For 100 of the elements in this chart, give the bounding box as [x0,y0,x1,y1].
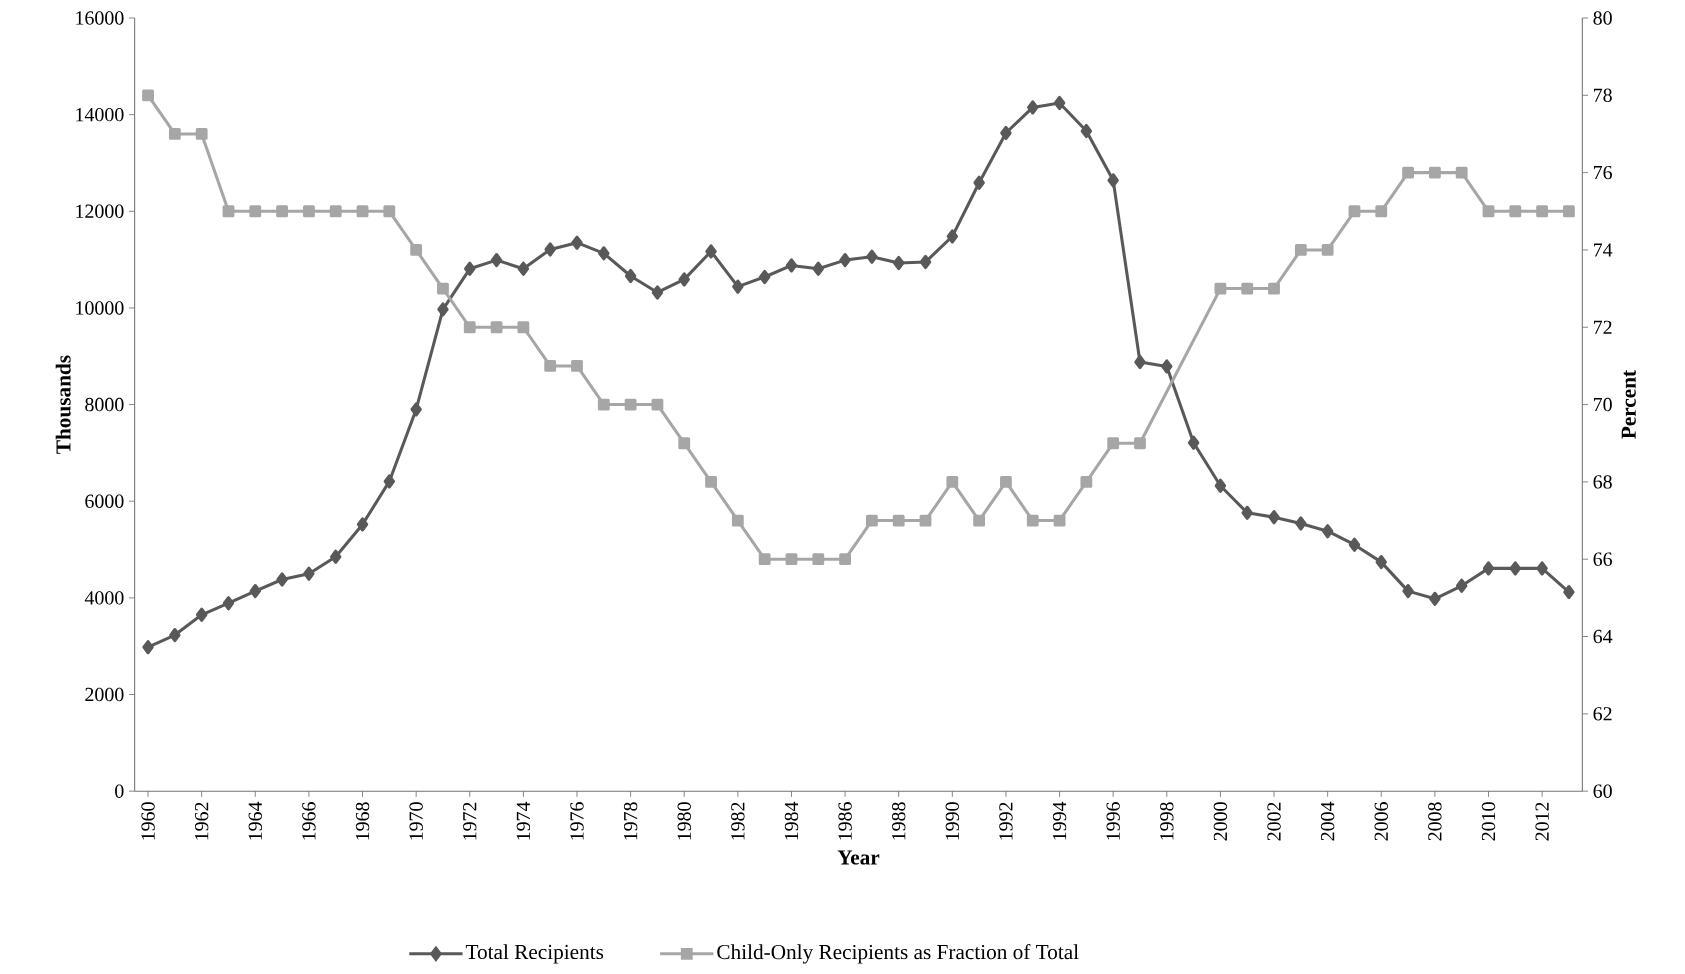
point [1268,510,1280,525]
point [1563,585,1575,600]
y-tick-label: 8000 [85,397,124,412]
point [1536,561,1548,576]
y2-tick-label: 68 [1593,475,1612,489]
point [892,514,905,527]
x-tick-label: 2002 [1267,802,1281,841]
point [598,246,610,261]
y-tick-label: 2000 [85,687,124,702]
y2-tick-label: 64 [1593,629,1613,644]
point [490,253,503,268]
y2-tick-label: 60 [1593,784,1612,798]
x-tick-label: 1972 [463,802,477,840]
point [732,279,744,294]
point [839,553,851,566]
point [1429,591,1441,607]
point [544,242,556,257]
point [1294,244,1307,256]
point [946,476,959,488]
point [1080,476,1093,488]
point [222,596,235,611]
x-tick-label: 1978 [623,802,638,840]
point [1107,437,1120,450]
x-tick-label: 1964 [248,801,262,840]
point [866,249,878,264]
point [1482,561,1495,576]
point [758,553,771,566]
point [758,269,771,285]
point [195,128,208,140]
point [865,514,878,527]
y2-tick-label: 66 [1593,552,1613,566]
x-tick-label: 1992 [999,802,1013,840]
point [168,128,181,140]
point [302,205,315,218]
point [946,229,959,244]
x-tick-label: 2004 [1320,801,1335,841]
point [1348,537,1361,552]
x-tick-label: 1968 [355,802,370,840]
point [678,272,690,287]
legend-label: Total Recipients [465,944,604,964]
point [1375,555,1387,570]
y-tick-label: 6000 [85,494,124,509]
x-tick-label: 1996 [1106,802,1120,840]
point [1161,359,1173,374]
point [1000,125,1012,141]
point [1402,166,1414,179]
y2-tick-label: 72 [1594,320,1612,334]
point [464,261,476,276]
point [678,437,691,450]
point [356,205,369,218]
point [1080,124,1093,139]
x-tick-label: 2008 [1428,802,1442,841]
x-tick-label: 1990 [945,802,960,840]
point [785,258,798,273]
point [1375,205,1388,218]
point [249,584,261,599]
point [1348,205,1361,218]
point [195,607,208,622]
y-tick-label: 4000 [84,591,124,605]
y2-tick-label: 78 [1594,88,1612,103]
point [839,253,851,268]
x-tick-label: 1966 [302,802,316,840]
point [276,205,289,218]
point [1241,505,1253,521]
point [463,321,476,334]
x-tick-label: 2012 [1535,802,1549,841]
point [1000,476,1012,488]
y-tick-label: 16000 [76,11,124,25]
point [330,549,342,564]
point [410,244,423,256]
point [919,514,932,527]
point [1455,166,1468,179]
point [1428,166,1441,179]
point [1509,205,1522,218]
point [1268,282,1280,295]
point [437,302,449,317]
y-tick-label: 12000 [76,204,124,219]
legend-label: Child-Only Recipients as Fraction of Total [717,944,1079,964]
point [1321,244,1334,256]
point [383,205,396,218]
point [705,244,717,259]
point [1402,584,1414,599]
point [892,255,905,271]
point [1214,282,1227,295]
point [1509,561,1522,576]
point [624,398,637,411]
point [1455,578,1468,593]
point [1321,524,1334,539]
x-tick-label: 1982 [731,802,745,840]
point [1482,205,1495,218]
x-tick-label: 1962 [194,802,209,840]
y-axis-title: Thousands [55,355,71,454]
x-tick-label: 1960 [141,802,155,840]
point [1053,96,1066,111]
point [1187,435,1200,450]
x-tick-label: 1986 [838,802,852,840]
point [356,517,369,532]
y2-axis-title: Percent [1621,370,1636,439]
x-tick-label: 1984 [784,801,799,840]
x-tick-label: 1974 [516,801,531,840]
